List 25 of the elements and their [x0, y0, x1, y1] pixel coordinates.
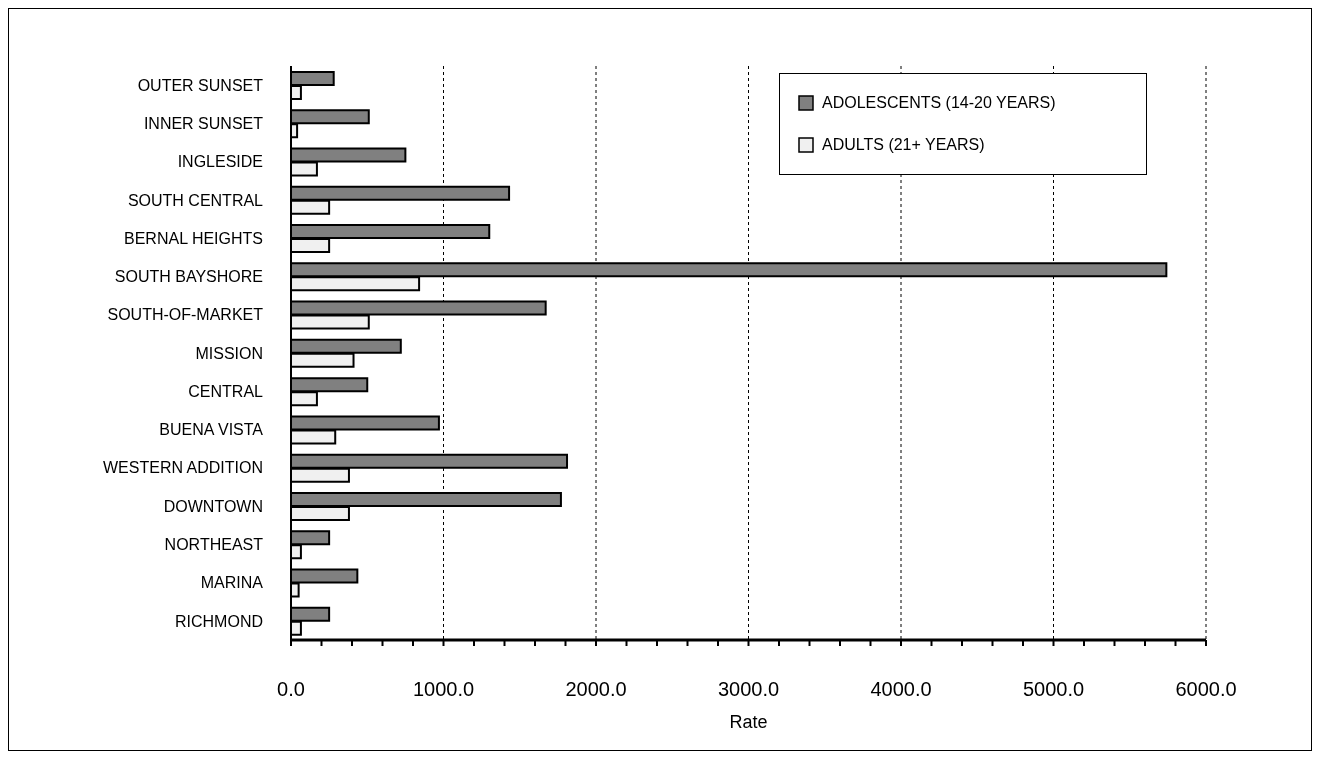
y-tick-label: MISSION — [195, 344, 263, 362]
y-tick-label: INGLESIDE — [177, 153, 263, 171]
y-tick-label: NORTHEAST — [164, 536, 264, 554]
y-tick-label: MARINA — [200, 574, 264, 592]
x-tick-label: 1000.0 — [412, 678, 475, 701]
y-tick-label: BUENA VISTA — [159, 421, 264, 439]
y-tick-label: WESTERN ADDITION — [102, 459, 263, 477]
x-tick-label: 3000.0 — [717, 678, 780, 701]
x-tick-label: 2000.0 — [565, 678, 627, 701]
x-tick-label: 4000.0 — [870, 678, 932, 701]
legend-label: ADULTS (21+ YEARS) — [822, 136, 985, 154]
x-axis-title: Rate — [729, 712, 768, 732]
y-tick-label: RICHMOND — [175, 612, 263, 630]
x-tick-label: 6000.0 — [1175, 678, 1237, 701]
y-tick-label: OUTER SUNSET — [137, 76, 264, 94]
x-tick-label: 0.0 — [277, 678, 305, 701]
y-tick-label: BERNAL HEIGHTS — [124, 229, 263, 247]
legend-label: ADOLESCENTS (14-20 YEARS) — [822, 94, 1056, 112]
y-tick-label: SOUTH-OF-MARKET — [107, 306, 264, 324]
y-tick-label: SOUTH BAYSHORE — [114, 268, 263, 286]
x-tick-label: 5000.0 — [1022, 678, 1085, 701]
y-tick-label: SOUTH CENTRAL — [127, 191, 264, 209]
y-tick-label: DOWNTOWN — [163, 497, 263, 515]
y-tick-label: INNER SUNSET — [143, 115, 264, 133]
y-tick-label: CENTRAL — [188, 382, 264, 400]
